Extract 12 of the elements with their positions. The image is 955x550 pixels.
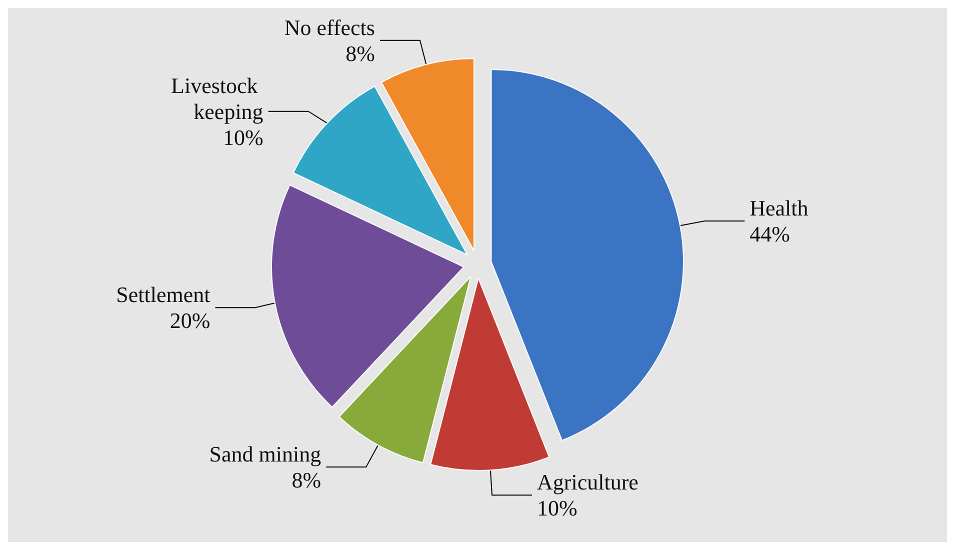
slice-label: Health [750,195,808,220]
data-label: 20% [170,308,210,334]
slice-label: Agriculture [537,470,638,495]
data-label: 10% [537,496,578,521]
slice-label: Sand mining [209,441,322,466]
data-label: 10% [222,124,264,150]
slice-label: No effects [284,14,375,40]
data-label: 44% [750,221,790,246]
data-label: 8% [346,40,375,66]
slice-label: Livestock keeping [171,72,264,124]
data-label: 8% [292,467,322,492]
slice-label: Settlement [116,282,210,308]
